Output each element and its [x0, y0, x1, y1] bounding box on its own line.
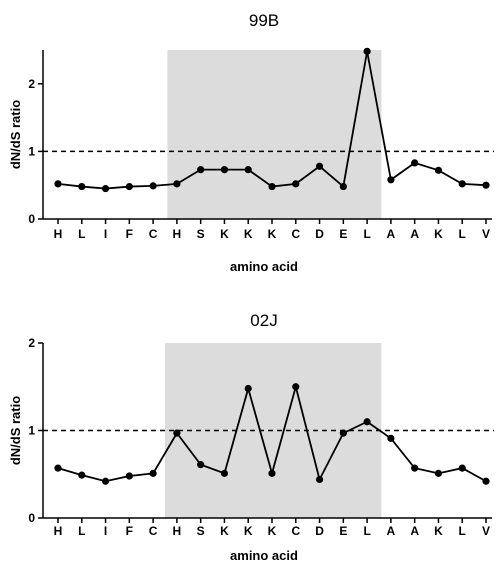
data-point [54, 464, 62, 472]
x-tick-label: A [410, 227, 419, 241]
data-point [315, 162, 324, 170]
y-tick-label: 1 [28, 144, 35, 158]
chart-title: 99B [249, 11, 279, 30]
data-point [411, 159, 419, 167]
data-point [387, 434, 395, 442]
data-point [244, 166, 252, 174]
x-tick-label: D [315, 524, 324, 538]
x-tick-label: K [220, 524, 229, 538]
x-tick-label: K [244, 227, 253, 241]
x-tick-label: A [410, 524, 419, 538]
x-tick-label: C [291, 524, 300, 538]
data-point [387, 176, 395, 184]
x-tick-label: L [459, 227, 466, 241]
data-point [244, 384, 252, 393]
x-axis-label: amino acid [230, 259, 298, 274]
data-point [268, 469, 276, 477]
data-point [268, 182, 276, 191]
data-point [434, 166, 443, 174]
x-tick-label: E [339, 524, 347, 538]
x-tick-label: K [434, 524, 443, 538]
data-point [292, 383, 300, 391]
x-tick-label: I [104, 227, 107, 241]
data-point [482, 181, 490, 189]
x-tick-label: V [482, 524, 490, 538]
x-tick-label: L [78, 227, 85, 241]
data-point [315, 475, 324, 484]
x-axis-label: amino acid [230, 548, 298, 563]
x-tick-label: K [220, 227, 229, 241]
data-point [78, 471, 86, 479]
x-tick-label: H [173, 524, 182, 538]
x-tick-label: A [387, 524, 396, 538]
x-tick-label: F [126, 227, 133, 241]
data-point [339, 429, 347, 437]
data-point [173, 429, 181, 437]
x-tick-label: L [459, 524, 466, 538]
y-axis-label: dN/dS ratio [8, 100, 23, 169]
x-tick-label: D [315, 227, 324, 241]
data-point [292, 180, 300, 188]
x-tick-label: H [173, 227, 182, 241]
data-point [54, 180, 62, 188]
x-tick-label: V [482, 227, 490, 241]
x-tick-label: K [268, 227, 277, 241]
data-point [197, 461, 205, 469]
x-tick-label: K [268, 524, 277, 538]
data-point [482, 477, 490, 485]
data-point [411, 464, 419, 472]
data-point [101, 477, 110, 485]
data-point [363, 47, 371, 55]
data-point [125, 182, 133, 191]
x-tick-label: H [54, 524, 63, 538]
x-tick-label: C [149, 524, 158, 538]
y-tick-label: 2 [28, 336, 35, 350]
x-tick-label: S [197, 227, 205, 241]
data-point [197, 166, 205, 174]
x-tick-label: K [434, 227, 443, 241]
data-point [173, 180, 181, 188]
y-tick-label: 0 [28, 212, 35, 226]
data-point [125, 472, 133, 480]
data-point [149, 182, 157, 190]
data-point [101, 184, 110, 193]
x-tick-label: L [363, 227, 370, 241]
data-point [220, 469, 229, 477]
y-tick-label: 1 [28, 424, 35, 438]
x-tick-label: C [149, 227, 158, 241]
data-point [339, 182, 347, 191]
data-point [434, 469, 443, 477]
x-tick-label: H [54, 227, 63, 241]
x-tick-label: L [363, 524, 370, 538]
x-tick-label: F [126, 524, 133, 538]
data-point [458, 464, 466, 472]
x-tick-label: E [339, 227, 347, 241]
y-tick-label: 2 [28, 77, 35, 91]
data-point [78, 182, 86, 191]
x-tick-label: C [291, 227, 300, 241]
data-point [363, 418, 371, 426]
x-tick-label: I [104, 524, 107, 538]
data-point [220, 166, 229, 174]
y-axis-label: dN/dS ratio [8, 396, 23, 465]
x-tick-label: K [244, 524, 253, 538]
x-tick-label: L [78, 524, 85, 538]
shaded-region [167, 50, 382, 219]
data-point [458, 180, 466, 188]
y-tick-label: 0 [28, 511, 35, 525]
chart-title: 02J [250, 311, 277, 330]
x-tick-label: A [387, 227, 396, 241]
x-tick-label: S [197, 524, 205, 538]
data-point [149, 469, 157, 477]
